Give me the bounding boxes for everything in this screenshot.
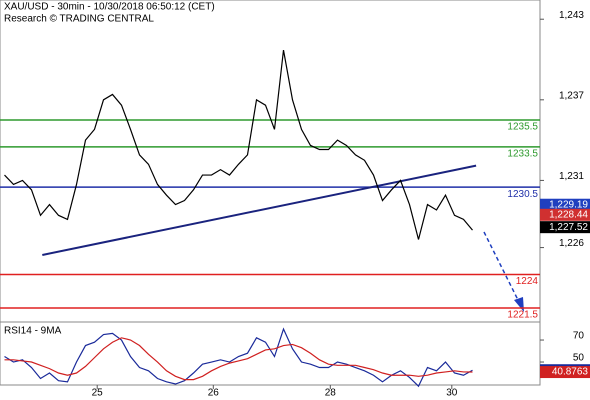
trendline bbox=[42, 164, 477, 256]
price-tag bbox=[540, 366, 590, 379]
y-tick-label: 1,237 bbox=[559, 90, 584, 101]
level-label: 1221.5 bbox=[507, 310, 538, 321]
level-label: 1233.5 bbox=[507, 148, 538, 159]
price-tag bbox=[540, 208, 590, 221]
y-tick-label: 1,243 bbox=[559, 10, 584, 21]
x-tick-label: 25 bbox=[92, 388, 104, 399]
indicator-title: RSI14 - 9MA bbox=[4, 326, 62, 337]
chart-title: XAU/USD - 30min - 10/30/2018 06:50:12 (C… bbox=[4, 2, 215, 13]
price-tag bbox=[540, 198, 590, 211]
x-tick-label: 28 bbox=[325, 388, 337, 399]
y-tick-label: 70 bbox=[573, 331, 585, 342]
level-label: 1230.5 bbox=[507, 189, 538, 200]
price-tag-label: 1,229.19 bbox=[549, 199, 588, 210]
series-line bbox=[4, 327, 473, 388]
x-tick-label: 30 bbox=[446, 388, 458, 399]
price-tag bbox=[540, 221, 590, 234]
arrow bbox=[483, 231, 520, 303]
chart-subtitle: Research © TRADING CENTRAL bbox=[4, 14, 154, 25]
series-line bbox=[4, 337, 473, 381]
plot-frame bbox=[0, 0, 541, 386]
x-tick-label: 26 bbox=[208, 388, 220, 399]
price-tag-label: 1,228.44 bbox=[549, 209, 588, 220]
level-label: 1235.5 bbox=[507, 122, 538, 133]
level-label: 1224 bbox=[516, 276, 539, 287]
y-tick-label: 50 bbox=[573, 353, 585, 364]
series-line bbox=[4, 49, 473, 240]
y-tick-label: 1,226 bbox=[559, 238, 584, 249]
price-tag-label: 1,227.52 bbox=[549, 222, 588, 233]
price-tag-label: 40.8763 bbox=[552, 367, 589, 378]
y-tick-label: 1,231 bbox=[559, 171, 584, 182]
